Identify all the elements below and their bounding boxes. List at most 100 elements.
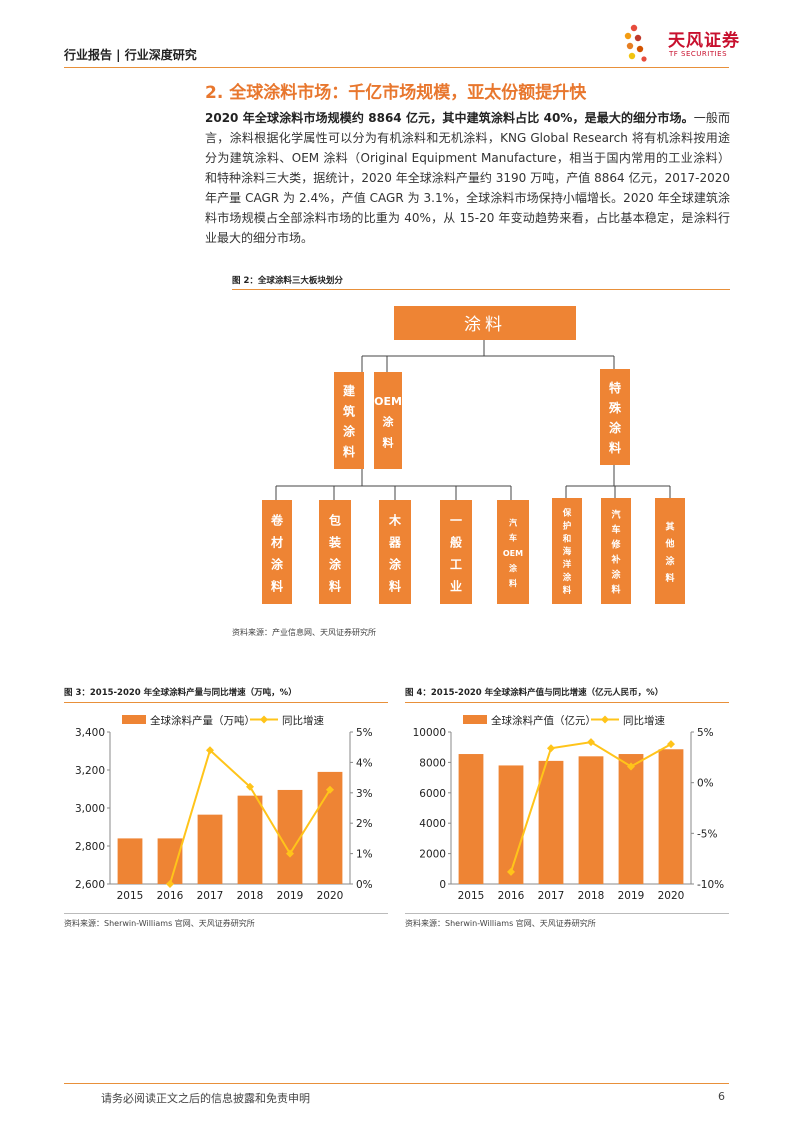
fig3-ytick-label-0: 2,600 bbox=[75, 879, 105, 891]
fig4-y2tick-label-0: -10% bbox=[697, 879, 724, 891]
tree-l2-box-1 bbox=[319, 500, 351, 604]
fig4-ytick-label-4: 8000 bbox=[419, 757, 446, 769]
fig3-chart: 2,600 2,800 3,000 3,200 3,400 0% 1% 2% 3% 4% 5% 201… bbox=[75, 714, 373, 902]
tree-l2-box-4 bbox=[497, 500, 529, 604]
fig4-label: 图 4：2015-2020 年全球涂料产值与同比增速（亿元人民币，%） bbox=[405, 688, 664, 698]
fig4-chart: 0 2000 4000 6000 8000 10000 -10% -5% 0% 5% 2015 201… bbox=[413, 714, 725, 902]
fig3-bar-2 bbox=[197, 814, 223, 884]
fig4-top-rule bbox=[405, 702, 729, 703]
fig3-growth-point-4 bbox=[286, 849, 294, 858]
fig3-growth-point-2 bbox=[206, 746, 214, 755]
fig4-ytick-label-3: 6000 bbox=[419, 788, 446, 800]
body-rest: 一般而言，涂料根据化学属性可以分为有机涂料和无机涂料，KNG Global Re… bbox=[205, 111, 730, 245]
header-title: 行业报告 | 行业深度研究 bbox=[64, 48, 197, 62]
fig3-y2tick-label-3: 3% bbox=[356, 788, 373, 800]
fig3-top-rule bbox=[64, 702, 388, 703]
fig3-growth-point-3 bbox=[246, 782, 254, 791]
fig3-xtick-label-4: 2019 bbox=[277, 890, 304, 902]
section-title: 2. 全球涂料市场：千亿市场规模，亚太份额提升快 bbox=[205, 83, 587, 103]
fig4-growth-point-2 bbox=[547, 744, 555, 753]
fig3-y2tick-label-2: 2% bbox=[356, 818, 373, 830]
fig4-ytick-label-5: 10000 bbox=[413, 727, 446, 739]
fig3-legend-line-marker bbox=[260, 715, 268, 724]
fig3-ytick-label-4: 3,400 bbox=[75, 727, 105, 739]
fig3-y2tick-label-5: 5% bbox=[356, 727, 373, 739]
logo-name: 天风证券 bbox=[668, 31, 740, 51]
page-number: 6 bbox=[718, 1090, 725, 1103]
fig3-bottom-rule bbox=[64, 913, 388, 914]
fig4-legend-line-label: 同比增速 bbox=[623, 714, 665, 727]
tree-level1-text-1: OEM 涂料 bbox=[374, 395, 402, 450]
fig4-bottom-rule bbox=[405, 913, 729, 914]
fig4-xtick-label-5: 2020 bbox=[658, 890, 685, 902]
fig3-bar-0 bbox=[117, 838, 143, 884]
fig4-bar-4 bbox=[618, 754, 644, 884]
fig2-top-rule bbox=[232, 289, 730, 290]
tree-l2-box-3 bbox=[440, 500, 472, 604]
fig4-source: 资料来源：Sherwin-Williams 官网、天风证券研究所 bbox=[405, 919, 596, 928]
fig3-label: 图 3：2015-2020 年全球涂料产量与同比增速（万吨，%） bbox=[64, 688, 297, 698]
logo-icon bbox=[624, 24, 647, 62]
fig4-bar-5 bbox=[658, 749, 684, 884]
fig4-legend-bar-label: 全球涂料产值（亿元） bbox=[491, 714, 596, 727]
fig4-ytick-label-2: 4000 bbox=[419, 818, 446, 830]
fig4-growth-point-5 bbox=[667, 740, 675, 749]
body-paragraph: 2020 年全球涂料市场规模约 8864 亿元，其中建筑涂料占比 40%，是最大… bbox=[205, 108, 730, 248]
tree-level2-text-7: 其他涂料 bbox=[664, 521, 675, 584]
fig3-y2tick-label-4: 4% bbox=[356, 757, 373, 769]
fig4-legend-line-marker bbox=[601, 715, 609, 724]
fig4-bar-0 bbox=[458, 754, 484, 884]
tree-l2-box-7 bbox=[655, 498, 685, 604]
fig3-legend-bar-label: 全球涂料产量（万吨） bbox=[150, 714, 255, 727]
footer-divider bbox=[64, 1083, 729, 1084]
fig4-growth-point-3 bbox=[587, 738, 595, 747]
tree-l2-box-0 bbox=[262, 500, 292, 604]
footer-disclaimer: 请务必阅读正文之后的信息披露和免责申明 bbox=[101, 1092, 310, 1105]
fig3-y2tick-label-0: 0% bbox=[356, 879, 373, 891]
tree-level1-text-2: 特殊涂料 bbox=[608, 380, 622, 455]
fig3-legend-line-label: 同比增速 bbox=[282, 714, 324, 727]
tree-level2-text-6: 汽车修补涂料 bbox=[610, 508, 621, 595]
fig3-y2tick-label-1: 1% bbox=[356, 849, 373, 861]
fig4-xtick-label-1: 2016 bbox=[498, 890, 525, 902]
fig4-legend-bar-swatch bbox=[463, 715, 487, 724]
tree-level2-text-3: 一般工业 bbox=[450, 514, 462, 594]
fig4-bar-2 bbox=[538, 760, 564, 884]
fig3-growth-point-1 bbox=[166, 880, 174, 888]
fig2-label: 图 2：全球涂料三大板块划分 bbox=[232, 276, 343, 286]
tree-l2-box-2 bbox=[379, 500, 411, 604]
tree-l2-box-6 bbox=[601, 498, 631, 604]
fig4-y2tick-label-1: -5% bbox=[697, 828, 717, 840]
tree-level2-text-2: 木器涂料 bbox=[388, 513, 402, 594]
fig3-xtick-label-5: 2020 bbox=[317, 890, 344, 902]
fig3-xtick-label-1: 2016 bbox=[157, 890, 184, 902]
tree-level1-text-0: 建筑涂料 bbox=[342, 383, 356, 459]
fig4-y2tick-label-2: 0% bbox=[697, 778, 714, 790]
header-divider bbox=[64, 67, 729, 68]
logo-subtitle: TF SECURITIES bbox=[669, 50, 728, 58]
fig4-bar-3 bbox=[578, 756, 604, 884]
fig3-ytick-label-1: 2,800 bbox=[75, 841, 105, 853]
tree-l1-box-1 bbox=[374, 372, 402, 469]
fig3-bar-3 bbox=[237, 795, 263, 884]
fig4-xtick-label-2: 2017 bbox=[538, 890, 565, 902]
fig4-bar-1 bbox=[498, 765, 524, 884]
fig4-xtick-label-4: 2019 bbox=[618, 890, 645, 902]
tree-l2-box-5 bbox=[552, 498, 582, 604]
fig4-legend: 全球涂料产值（亿元） 同比增速 bbox=[463, 714, 665, 727]
fig2-source: 资料来源：产业信息网、天风证券研究所 bbox=[232, 628, 376, 637]
tree-level2-text-5: 保护和海洋涂料 bbox=[562, 508, 572, 596]
fig4-growth-point-1 bbox=[507, 867, 515, 876]
tree-root-box bbox=[394, 306, 576, 340]
fig4-ytick-label-1: 2000 bbox=[419, 849, 446, 861]
fig3-xtick-label-2: 2017 bbox=[197, 890, 224, 902]
tree-level2-text-1: 包装涂料 bbox=[328, 513, 342, 594]
fig3-ytick-label-3: 3,200 bbox=[75, 765, 105, 777]
tree-l1-box-0 bbox=[334, 372, 364, 469]
body-lead: 2020 年全球涂料市场规模约 8864 亿元，其中建筑涂料占比 40%，是最大… bbox=[205, 111, 694, 125]
fig4-ytick-label-0: 0 bbox=[439, 879, 446, 891]
fig3-source: 资料来源：Sherwin-Williams 官网、天风证券研究所 bbox=[64, 919, 255, 928]
fig4-y2tick-label-3: 5% bbox=[697, 727, 714, 739]
fig4-xtick-label-3: 2018 bbox=[578, 890, 605, 902]
